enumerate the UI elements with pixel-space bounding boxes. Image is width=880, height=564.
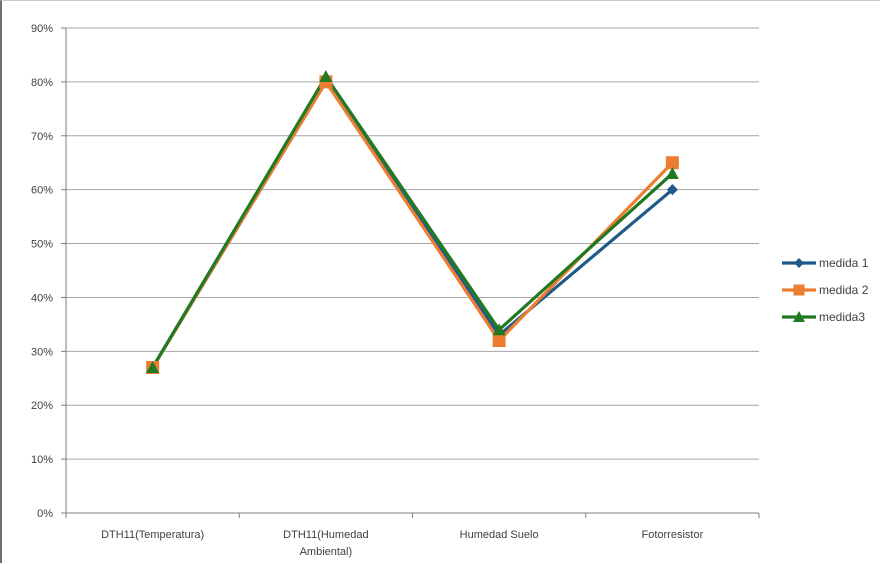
- y-tick-label: 10%: [31, 454, 53, 466]
- series-line: [151, 74, 674, 369]
- legend-item: medida3: [782, 310, 865, 324]
- legend-item: medida 1: [782, 256, 869, 270]
- legend-label: medida 1: [819, 256, 869, 270]
- legend: medida 1 medida 2 medida3: [782, 256, 869, 324]
- y-axis-tick-labels: 0% 10% 20% 30% 40% 50% 60% 70% 80% 90%: [31, 23, 53, 520]
- y-tick-label: 30%: [31, 346, 53, 358]
- x-tick-label-line: Ambiental): [300, 546, 353, 558]
- legend-label: medida 2: [819, 283, 869, 297]
- y-tick-label: 40%: [31, 292, 53, 304]
- y-tick-label: 60%: [31, 185, 53, 197]
- y-tick-label: 0%: [37, 508, 53, 520]
- y-tick-label: 80%: [31, 77, 53, 89]
- x-tick-label: DTH11(Temperatura): [101, 529, 204, 541]
- data-point-square: [665, 156, 679, 170]
- data-point-triangle: [146, 361, 160, 373]
- x-tick-label-line: Fotorresistor: [642, 529, 704, 541]
- series-line: [151, 80, 674, 369]
- data-point-triangle: [319, 70, 333, 82]
- series-lines: [151, 74, 674, 369]
- data-point-square: [492, 334, 506, 348]
- legend-label: medida3: [819, 310, 865, 324]
- legend-swatch-marker: [793, 311, 805, 322]
- y-tick-label: 90%: [31, 23, 53, 35]
- series-markers: [146, 70, 679, 374]
- data-point-diamond: [666, 184, 678, 196]
- x-axis-tick-labels: DTH11(Temperatura) DTH11(Humedad Ambiental…: [101, 529, 704, 558]
- y-tick-label: 70%: [31, 131, 53, 143]
- x-tick-label: Humedad Suelo: [460, 529, 539, 541]
- data-point-triangle: [665, 167, 679, 179]
- x-tick-label: DTH11(Humedad Ambiental): [283, 529, 368, 558]
- gridlines: [66, 27, 759, 460]
- x-tick-label: Fotorresistor: [642, 529, 704, 541]
- y-tick-label: 20%: [31, 400, 53, 412]
- x-tick-label-line: DTH11(Humedad: [283, 529, 368, 541]
- legend-item: medida 2: [782, 283, 869, 297]
- series-line: [151, 80, 674, 369]
- x-tick-label-line: Humedad Suelo: [460, 529, 539, 541]
- legend-swatch-marker: [793, 284, 805, 296]
- x-tick-label-line: DTH11(Temperatura): [101, 529, 204, 541]
- axes: [61, 27, 760, 518]
- y-tick-label: 50%: [31, 239, 53, 251]
- data-point-triangle: [492, 323, 506, 336]
- legend-swatch-marker: [794, 258, 804, 268]
